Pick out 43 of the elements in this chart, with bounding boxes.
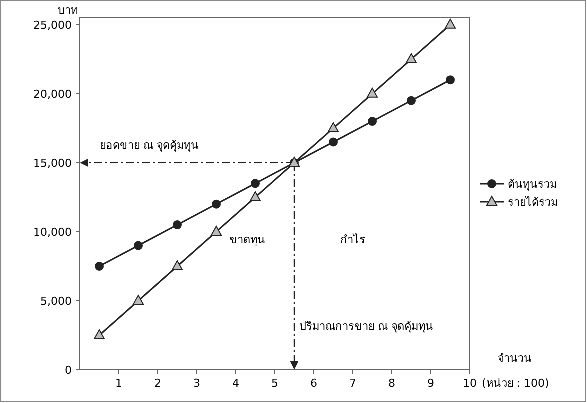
y-tick-label: 20,000	[34, 88, 72, 101]
y-axis-title: บาท	[58, 4, 78, 17]
point	[95, 262, 104, 271]
x-tick-label: 6	[310, 377, 318, 390]
x-tick-label: 4	[232, 377, 240, 390]
point	[212, 200, 221, 209]
point	[94, 329, 105, 340]
x-tick-label: 2	[154, 377, 162, 390]
point	[367, 88, 378, 98]
x-axis-title: จำนวน	[498, 352, 532, 365]
point	[329, 138, 338, 147]
y-tick-label: 5,000	[40, 294, 72, 308]
legend-label: ต้นทุนรวม	[508, 178, 557, 191]
x-tick-label: 1	[116, 377, 122, 390]
point	[133, 294, 144, 305]
point	[406, 53, 417, 64]
point	[368, 117, 377, 126]
x-tick-label: 7	[350, 377, 356, 390]
text: (หน่วย : 100)	[482, 377, 550, 390]
point	[250, 191, 261, 202]
y-tick-label: 0	[65, 364, 72, 377]
ref-line-label: ยอดขาย ณ จุดคุ้มทุน	[100, 138, 199, 152]
point	[172, 260, 183, 270]
point	[134, 241, 143, 250]
point	[211, 226, 222, 236]
point	[328, 122, 339, 132]
y-tick-label: 15,000	[34, 156, 72, 170]
annotation: กำไร	[340, 233, 366, 246]
y-tick-label: 10,000	[34, 226, 72, 239]
x-tick-label: 5	[272, 377, 278, 390]
point	[446, 76, 455, 85]
x-tick-label: 10	[463, 377, 477, 390]
point	[173, 220, 182, 230]
point	[251, 179, 260, 188]
point	[407, 96, 416, 106]
x-tick-label: 3	[194, 377, 200, 390]
annotation: ขาดทุน	[230, 233, 266, 246]
y-tick-label: 25,000	[34, 18, 72, 32]
ref-line-label: ปริมาณการขาย ณ จุดคุ้มทุน	[300, 320, 434, 333]
x-tick-label: 9	[428, 377, 434, 390]
legend-label: รายได้รวม	[508, 196, 558, 209]
x-tick-label: 8	[388, 377, 396, 390]
point	[445, 18, 456, 29]
